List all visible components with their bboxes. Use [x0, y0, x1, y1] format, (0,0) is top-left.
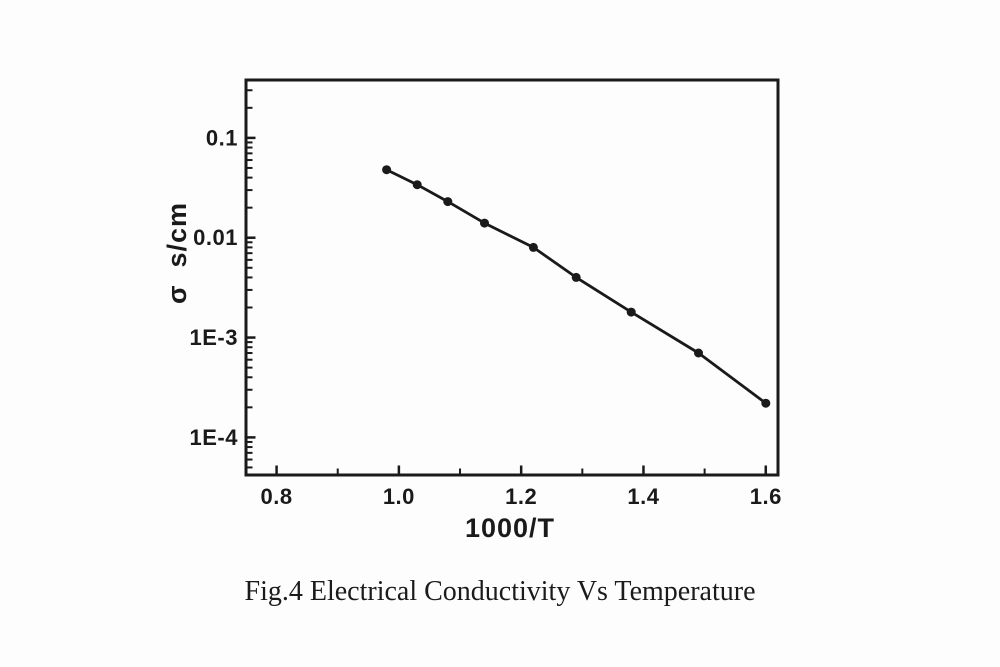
- data-point: [571, 272, 581, 282]
- x-tick-label: 1.6: [750, 484, 782, 509]
- x-tick-label: 1.0: [383, 484, 415, 509]
- data-point: [382, 165, 392, 175]
- data-point: [528, 242, 538, 252]
- y-tick-label: 1E-3: [190, 325, 238, 350]
- plot-border: [244, 78, 780, 477]
- y-tick-label: 0.01: [193, 225, 238, 250]
- y-axis-title: σ s/cm: [162, 202, 192, 304]
- data-point: [443, 197, 453, 207]
- data-line: [385, 168, 768, 405]
- data-point: [694, 348, 703, 358]
- data-point: [626, 307, 636, 317]
- data-point: [761, 398, 771, 408]
- x-tick-label: 1.2: [505, 484, 537, 509]
- y-tick-label: 0.1: [206, 125, 238, 150]
- conductivity-chart: 0.8 1.0 1.2 1.4 1.6 0.1 0.01 1E-3 1E-4 1000/T σ s/…: [162, 78, 782, 543]
- data-point: [480, 218, 489, 228]
- data-point: [412, 180, 422, 190]
- x-tick-label: 0.8: [261, 484, 293, 509]
- figure-caption: Fig.4 Electrical Conductivity Vs Tempera…: [244, 576, 756, 607]
- y-tick-label: 1E-4: [190, 425, 239, 450]
- x-axis-title: 1000/T: [465, 513, 555, 543]
- x-tick-label: 1.4: [627, 484, 659, 509]
